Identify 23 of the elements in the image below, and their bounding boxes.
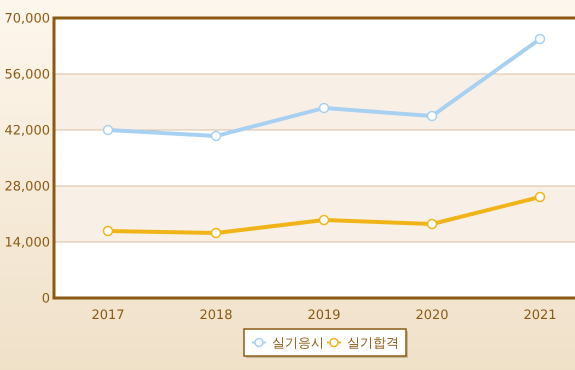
point (318, 214, 330, 226)
y-tick-label: 70,000 (4, 12, 50, 27)
point (102, 226, 114, 236)
point (210, 130, 222, 142)
x-tick-label: 2021 (523, 308, 557, 323)
point (534, 192, 546, 202)
x-tick-label: 2020 (415, 308, 449, 323)
y-tick-label: 0 (42, 292, 50, 307)
y-tick-label: 28,000 (4, 180, 50, 195)
x-tick-label: 2019 (307, 308, 341, 323)
y-tick-label: 14,000 (4, 236, 50, 251)
point (102, 124, 114, 136)
point (534, 34, 546, 44)
point (426, 218, 438, 230)
point (318, 102, 330, 114)
x-tick-label: 2018 (199, 308, 233, 323)
point (426, 110, 438, 122)
y-tick-label: 42,000 (4, 124, 50, 139)
y-tick-label: 56,000 (4, 68, 50, 83)
x-tick-label: 2017 (91, 308, 125, 323)
legend-label: 실기합격 (347, 336, 399, 352)
point (210, 228, 222, 238)
legend-label: 실기응시 (272, 336, 324, 352)
